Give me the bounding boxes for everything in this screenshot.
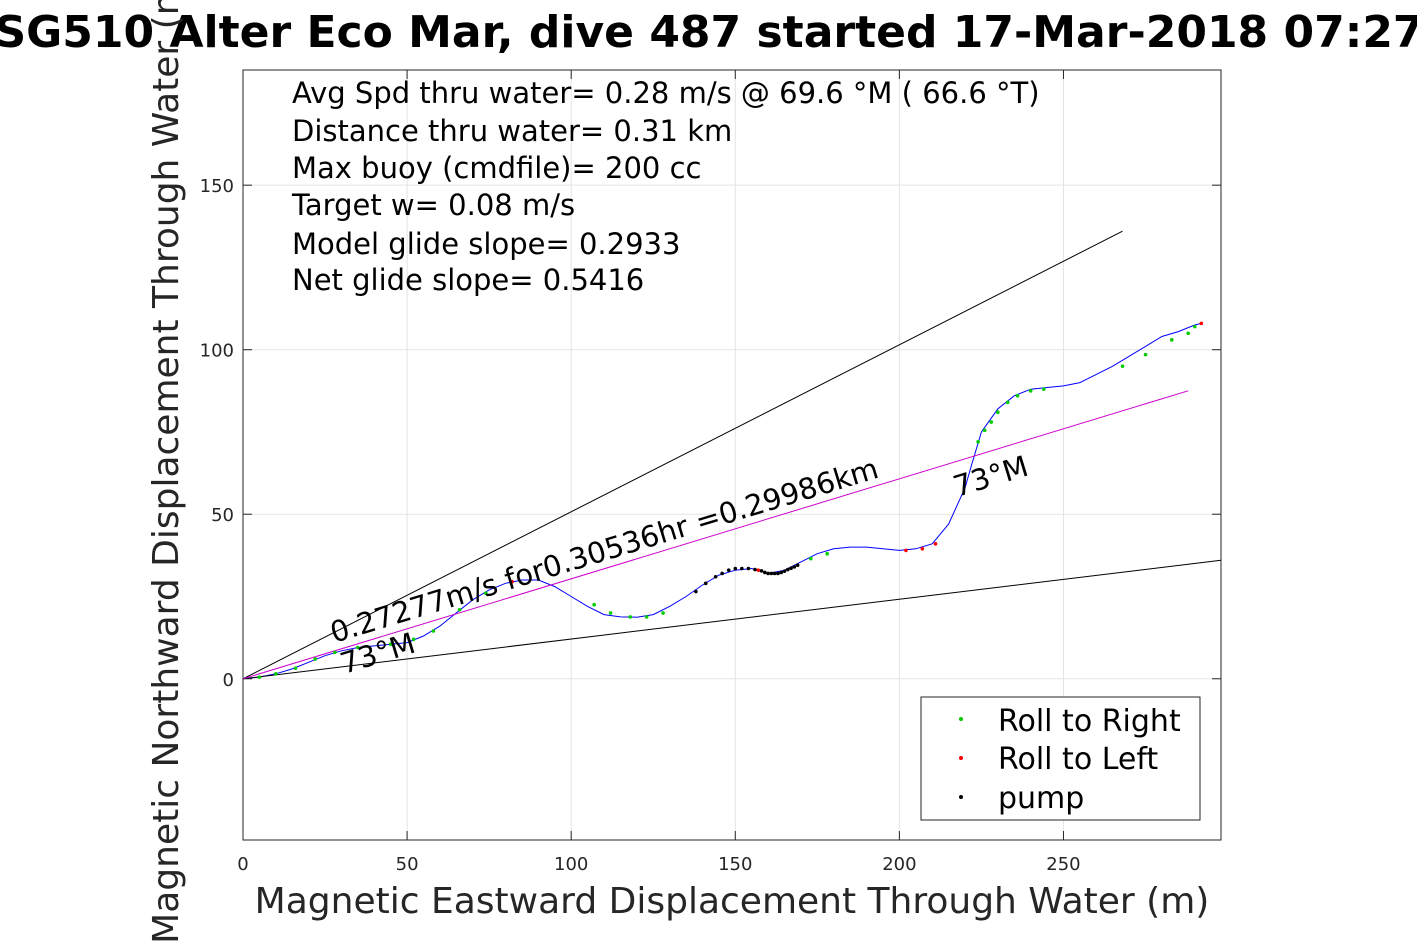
x-tick-label: 0 — [237, 854, 248, 875]
marker-roll-right — [1186, 331, 1190, 336]
marker-roll-left — [920, 546, 925, 551]
marker-roll-right — [989, 420, 994, 424]
x-tick-label: 50 — [396, 854, 419, 875]
marker-pump — [789, 566, 793, 570]
marker-roll-right — [411, 637, 416, 642]
marker-pump — [792, 565, 797, 569]
marker-pump — [713, 574, 718, 579]
marker-roll-right — [388, 642, 393, 647]
annotation-avg-speed: Avg Spd thru water= 0.28 m/s @ 69.6 °M (… — [292, 76, 1040, 110]
marker-pump — [772, 571, 777, 576]
marker-roll-right — [431, 629, 436, 633]
annotation-max-buoy: Max buoy (cmdfile)= 200 cc — [292, 151, 701, 185]
marker-roll-right — [274, 672, 278, 676]
y-axis-label: Magnetic Northward Displacement Through … — [146, 0, 187, 944]
annotation-block: Avg Spd thru water= 0.28 m/s @ 69.6 °M (… — [291, 76, 1040, 297]
marker-roll-right — [1192, 324, 1197, 329]
marker-roll-right — [808, 556, 813, 561]
marker-pump — [782, 569, 787, 573]
marker-roll-right — [333, 650, 337, 655]
marker-pump — [694, 589, 698, 594]
marker-roll-left — [904, 548, 908, 553]
marker-pump — [753, 567, 757, 572]
marker-roll-right — [976, 440, 980, 444]
plot-frame — [242, 69, 1222, 841]
marker-pump — [726, 568, 731, 572]
legend-box — [920, 696, 1201, 821]
x-axis-label: Magnetic Eastward Displacement Through W… — [255, 881, 1210, 922]
marker-roll-left — [510, 579, 514, 584]
grid — [242, 70, 1221, 840]
axis-ticks: 0 50 100 150 200 250 0 50 100 150 — [200, 70, 1221, 875]
marker-roll-right — [356, 645, 360, 650]
marker-roll-right — [628, 615, 633, 619]
marker-pump — [703, 581, 708, 586]
marker-pump — [779, 570, 784, 575]
marker-pump — [776, 571, 780, 576]
marker-roll-right — [293, 666, 298, 671]
marker-roll-right — [1120, 364, 1125, 368]
marker-roll-right — [592, 602, 596, 607]
y-tick-label: 100 — [200, 341, 234, 362]
legend-marker-roll-left — [959, 756, 963, 760]
x-tick-label: 100 — [554, 854, 588, 875]
marker-pump — [769, 571, 774, 576]
marker-pump — [795, 563, 800, 568]
marker-roll-left — [933, 542, 938, 546]
marker-roll-right — [982, 428, 987, 433]
series-model-glide-line — [242, 230, 1123, 680]
marker-roll-right — [1041, 387, 1046, 391]
legend-marker-roll-right — [959, 717, 963, 721]
marker-roll-right — [1143, 352, 1148, 357]
marker-layer — [257, 321, 1204, 679]
annotation-target-w: Target w= 0.08 m/s — [291, 188, 575, 222]
x-tick-label: 200 — [882, 854, 916, 875]
marker-roll-right — [644, 615, 649, 619]
marker-pump — [740, 566, 744, 571]
marker-roll-left — [756, 568, 761, 572]
marker-roll-right — [257, 675, 262, 679]
legend: Roll to Right Roll to Left pump — [920, 696, 1201, 821]
annotation-net-glide-slope: Net glide slope= 0.5416 — [292, 263, 644, 297]
series-net-glide-line — [242, 390, 1189, 680]
marker-pump — [746, 566, 751, 571]
marker-roll-right — [457, 607, 462, 612]
y-tick-label: 50 — [211, 505, 234, 526]
legend-marker-pump — [959, 795, 963, 799]
marker-pump — [785, 567, 790, 572]
marker-roll-right — [1015, 393, 1020, 398]
marker-pump — [766, 571, 770, 576]
marker-pump — [759, 569, 764, 573]
marker-pump — [720, 571, 724, 576]
annotation-distance: Distance thru water= 0.31 km — [292, 114, 732, 148]
y-tick-label: 0 — [223, 670, 234, 691]
marker-roll-right — [1169, 338, 1174, 342]
marker-roll-left — [1199, 321, 1204, 326]
marker-pump — [763, 570, 767, 575]
legend-label-pump: pump — [998, 781, 1084, 816]
marker-roll-right — [313, 657, 318, 661]
marker-roll-right — [996, 410, 1000, 415]
marker-pump — [733, 566, 738, 571]
marker-roll-right — [825, 551, 829, 556]
annotation-model-glide-slope: Model glide slope= 0.2933 — [292, 227, 680, 261]
x-tick-label: 150 — [718, 854, 752, 875]
legend-label-roll-right: Roll to Right — [998, 704, 1181, 739]
y-tick-label: 150 — [200, 176, 234, 197]
marker-roll-right — [484, 591, 488, 596]
marker-roll-right — [661, 611, 665, 615]
x-tick-label: 250 — [1046, 854, 1080, 875]
chart-title: SG510 Alter Eco Mar, dive 487 started 17… — [0, 7, 1417, 58]
marker-roll-right — [608, 611, 613, 615]
legend-label-roll-left: Roll to Left — [998, 742, 1158, 777]
marker-roll-right — [1005, 400, 1010, 405]
marker-roll-right — [1028, 389, 1033, 393]
series-heading-line — [242, 559, 1222, 680]
